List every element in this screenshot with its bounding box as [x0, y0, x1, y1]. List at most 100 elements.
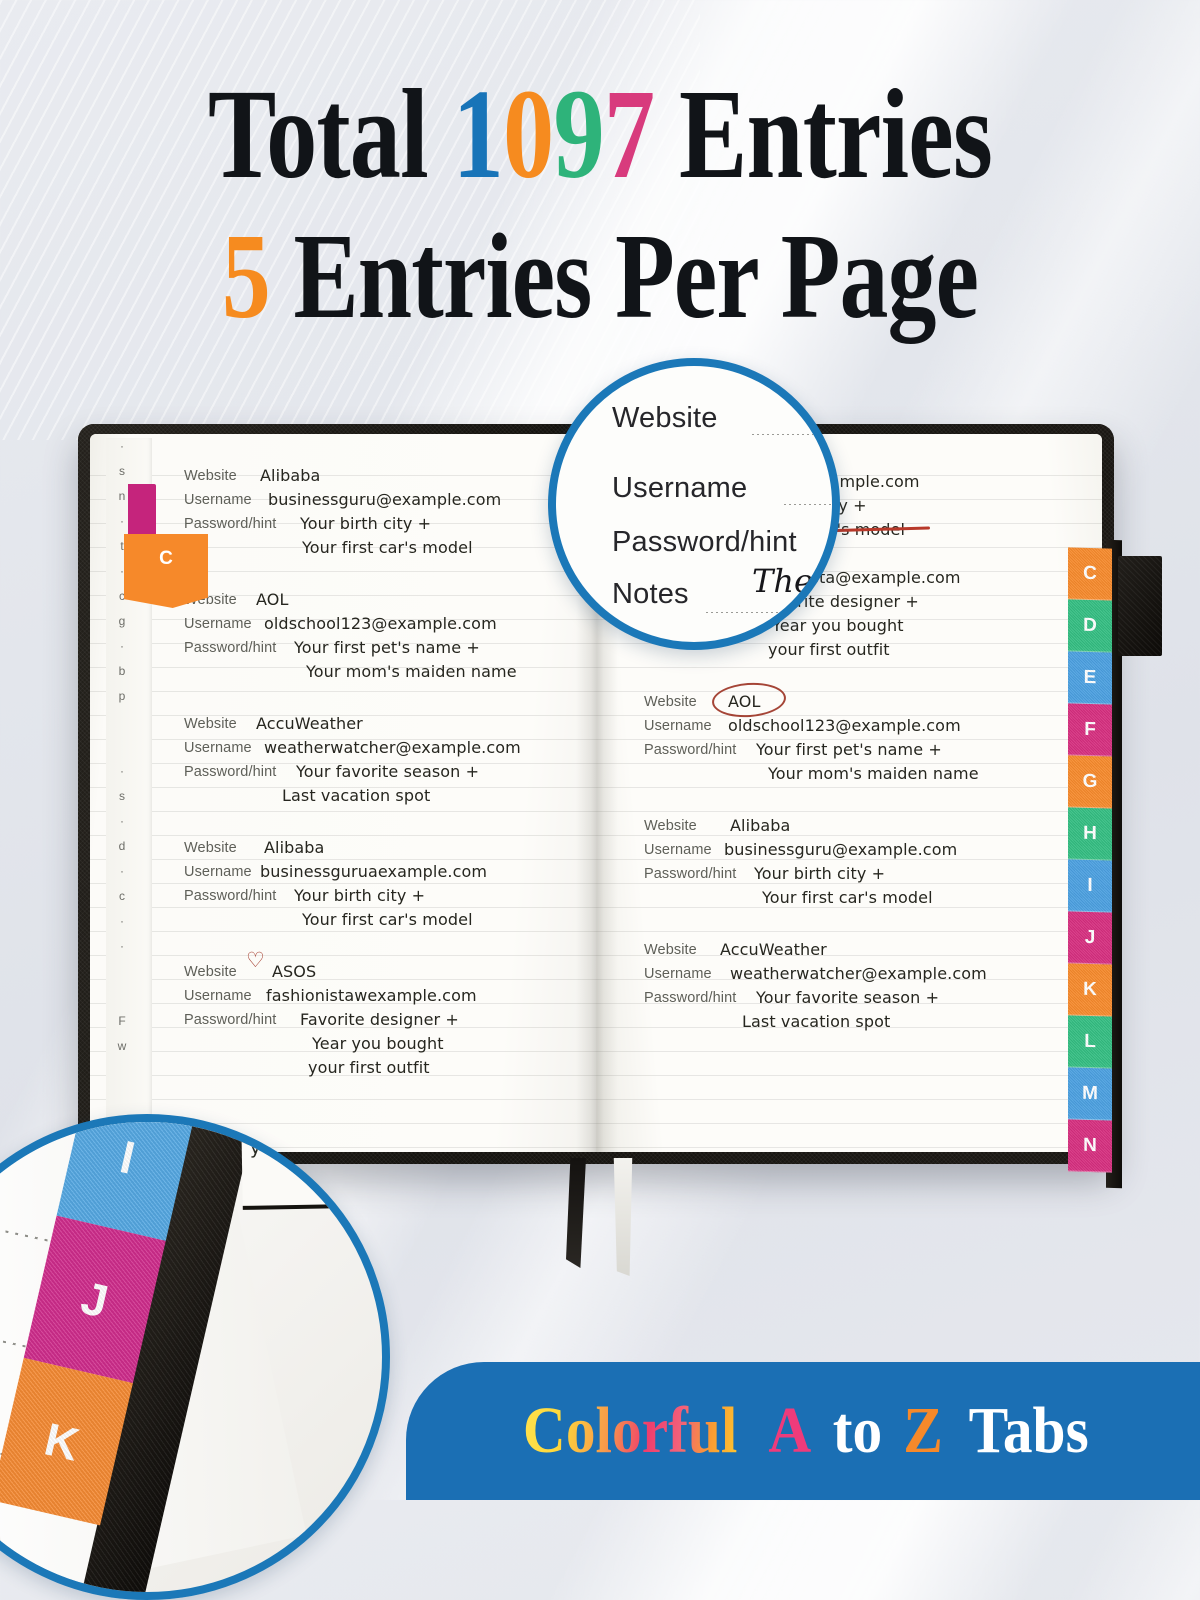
- magnifier-dotted-line-2: [784, 504, 832, 505]
- alphabet-tab-h[interactable]: H: [1068, 807, 1112, 861]
- value-hint-line2[interactable]: Your first car's model: [762, 888, 933, 907]
- alphabet-tab-m[interactable]: M: [1068, 1067, 1112, 1121]
- alphabet-tab-k[interactable]: K: [1068, 963, 1112, 1017]
- sliver-fragment: ·: [120, 564, 124, 578]
- magnifier-label-password: Password/hint: [612, 526, 797, 558]
- sliver-fragment: g: [118, 614, 126, 628]
- value-username[interactable]: businessguru@example.com: [268, 490, 502, 509]
- value-hint-line2[interactable]: Last vacation spot: [282, 786, 431, 805]
- alphabet-tab-i[interactable]: I: [1068, 859, 1112, 913]
- value-hint-line2[interactable]: Your first car's model: [302, 538, 473, 557]
- value-website[interactable]: Alibaba: [730, 816, 791, 835]
- magnifier-label-username: Username: [612, 472, 748, 504]
- value-username[interactable]: businessguruaexample.com: [260, 862, 488, 881]
- label-website: Website: [644, 694, 697, 710]
- label-password-hint: Password/hint: [184, 640, 277, 656]
- entry-left-4: Website Alibaba Username businessguruaexam…: [184, 834, 614, 930]
- headline-line-1: Total 1097 Entries: [120, 63, 1080, 205]
- value-website[interactable]: Alibaba: [260, 466, 321, 485]
- label-password-hint: Password/hint: [644, 742, 737, 758]
- label-password-hint: Password/hint: [644, 866, 737, 882]
- alphabet-tab-g[interactable]: G: [1068, 755, 1112, 809]
- sliver-fragment: ·: [120, 914, 124, 928]
- value-hint-line1[interactable]: Your favorite season +: [296, 762, 480, 781]
- entry-right-3: Website AOL Username oldschool123@example…: [644, 680, 1084, 784]
- value-username[interactable]: fashionistawexample.com: [266, 986, 477, 1005]
- value-website[interactable]: Alibaba: [264, 838, 325, 857]
- sliver-fragment: b: [118, 664, 126, 678]
- label-website: Website: [184, 716, 237, 732]
- sliver-fragment: ·: [120, 439, 124, 453]
- value-hint-line1[interactable]: Your birth city +: [754, 864, 886, 883]
- alphabet-tab-e[interactable]: E: [1068, 651, 1112, 705]
- value-website[interactable]: ASOS: [272, 962, 317, 981]
- alphabet-tab-label: K: [1083, 978, 1097, 1001]
- banner-letter-z: Z: [903, 1394, 944, 1467]
- value-website[interactable]: AccuWeather: [256, 714, 363, 733]
- sliver-fragment: c: [119, 889, 125, 903]
- ribbon-bookmark-white: [613, 1158, 633, 1276]
- alphabet-tab-n[interactable]: N: [1068, 1119, 1112, 1173]
- alphabet-tab-label: F: [1084, 718, 1096, 741]
- value-username[interactable]: weatherwatcher@example.com: [730, 964, 987, 983]
- value-username[interactable]: xample.com: [820, 472, 920, 491]
- sliver-fragment: ·: [120, 514, 124, 528]
- alphabet-tab-d[interactable]: D: [1068, 599, 1112, 653]
- closeup-page-snippet: your first ou: [241, 1122, 382, 1210]
- value-hint-line2[interactable]: Last vacation spot: [742, 1012, 891, 1031]
- sliver-fragment: p: [118, 689, 126, 703]
- alphabet-tab-f[interactable]: F: [1068, 703, 1112, 757]
- value-hint-line1[interactable]: Your first pet's name +: [756, 740, 942, 759]
- value-hint-line1[interactable]: Your first pet's name +: [294, 638, 480, 657]
- alphabet-tab-label: D: [1083, 614, 1097, 637]
- entry-left-3: Website AccuWeather Username weatherwatche…: [184, 710, 614, 806]
- entry-left-2: Website AOL Username oldschool123@example.…: [184, 586, 614, 682]
- value-username[interactable]: ista@example.com: [806, 568, 961, 587]
- banner-text: Colorful A to Z Tabs: [406, 1362, 1200, 1500]
- alphabet-tabs[interactable]: C D E F G H I J K L M N: [1068, 547, 1112, 1176]
- banner-letter-a: A: [768, 1394, 811, 1467]
- value-username[interactable]: oldschool123@example.com: [728, 716, 961, 735]
- left-tab-c-label: C: [159, 548, 173, 569]
- label-username: Username: [644, 718, 712, 734]
- elastic-closure-band: [1118, 556, 1162, 656]
- value-hint-line2[interactable]: Your mom's maiden name: [306, 662, 517, 681]
- sliver-fragment: [110, 959, 134, 984]
- value-hint-line1[interactable]: Your birth city +: [300, 514, 432, 533]
- alphabet-tab-c[interactable]: C: [1068, 547, 1112, 601]
- sliver-fragment: ·: [120, 814, 124, 828]
- left-tab-c[interactable]: C: [124, 534, 208, 608]
- banner-word-to: to: [832, 1394, 883, 1467]
- value-username[interactable]: businessguru@example.com: [724, 840, 958, 859]
- magnifier-label-website: Website: [612, 402, 718, 434]
- value-username[interactable]: weatherwatcher@example.com: [264, 738, 521, 757]
- label-website: Website: [184, 840, 237, 856]
- ribbon-bookmark-black: [566, 1158, 586, 1268]
- value-hint-line1[interactable]: Your birth city +: [294, 886, 426, 905]
- entry-right-4: Website Alibaba Username businessguru@exam…: [644, 812, 1084, 908]
- sliver-fragment: [110, 709, 134, 734]
- magnifier-tab-closeup: I J K your first ou: [0, 1114, 390, 1600]
- value-website[interactable]: AOL: [256, 590, 289, 609]
- sliver-fragment: F: [118, 1014, 126, 1028]
- banner-word-tabs: Tabs: [968, 1394, 1089, 1467]
- value-hint-line3[interactable]: your first outfit: [768, 640, 890, 659]
- value-website[interactable]: AOL: [728, 692, 761, 711]
- value-hint-line2[interactable]: Year you bought: [312, 1034, 444, 1053]
- label-username: Username: [184, 740, 252, 756]
- value-hint-line2[interactable]: Your first car's model: [302, 910, 473, 929]
- alphabet-tab-l[interactable]: L: [1068, 1015, 1112, 1069]
- value-hint-line2[interactable]: Your mom's maiden name: [768, 764, 979, 783]
- value-hint-line2[interactable]: Year you bought: [772, 616, 904, 635]
- label-website: Website: [644, 942, 697, 958]
- value-hint-line3[interactable]: your first outfit: [308, 1058, 430, 1077]
- value-hint-line1[interactable]: ty +: [832, 496, 867, 515]
- value-username[interactable]: oldschool123@example.com: [264, 614, 497, 633]
- headline-digit-9: 9: [553, 63, 604, 205]
- value-hint-line1[interactable]: Your favorite season +: [756, 988, 940, 1007]
- sliver-fragment: w: [117, 1039, 127, 1053]
- value-hint-line1[interactable]: Favorite designer +: [300, 1010, 459, 1029]
- value-website[interactable]: AccuWeather: [720, 940, 827, 959]
- headline-digit-1: 1: [452, 63, 504, 205]
- alphabet-tab-j[interactable]: J: [1068, 911, 1112, 965]
